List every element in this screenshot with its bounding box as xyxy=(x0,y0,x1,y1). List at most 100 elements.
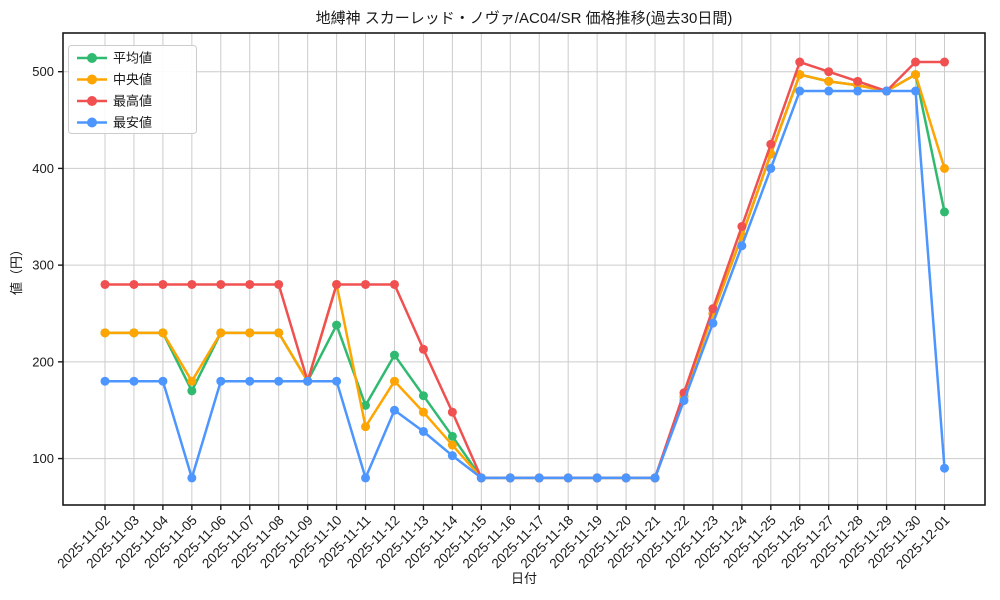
x-tick-labels: 2025-11-022025-11-032025-11-042025-11-05… xyxy=(54,512,952,572)
data-point xyxy=(361,279,371,289)
data-point xyxy=(361,422,371,432)
data-point xyxy=(650,473,660,483)
data-point xyxy=(824,76,834,86)
series-最安値 xyxy=(100,86,949,483)
legend-item: 中央値 xyxy=(77,72,152,87)
data-point xyxy=(129,376,139,386)
chart-title: 地縛神 スカーレッド・ノヴァ/AC04/SR 価格推移(過去30日間) xyxy=(316,9,733,27)
data-point xyxy=(795,70,805,80)
legend-label: 平均値 xyxy=(113,51,152,66)
legend-marker xyxy=(87,53,97,63)
data-point xyxy=(940,463,949,473)
plot-border xyxy=(62,32,986,506)
data-point xyxy=(187,386,197,396)
x-axis-label: 日付 xyxy=(511,571,537,586)
tick-marks xyxy=(58,70,946,510)
data-point xyxy=(332,376,342,386)
series-line xyxy=(103,89,946,480)
legend-marker xyxy=(87,117,97,128)
data-point xyxy=(418,391,428,401)
data-point xyxy=(303,376,313,386)
data-point xyxy=(795,86,805,96)
data-point xyxy=(274,328,284,338)
data-point xyxy=(216,376,226,386)
data-point xyxy=(129,328,139,338)
data-point xyxy=(940,207,949,217)
legend-label: 中央値 xyxy=(113,72,152,87)
data-point xyxy=(361,400,371,410)
data-point xyxy=(505,473,515,483)
y-axis-label: 値（円） xyxy=(9,243,24,295)
data-point xyxy=(158,328,168,338)
data-point xyxy=(447,440,457,450)
y-tick-label: 400 xyxy=(32,161,54,176)
data-point xyxy=(940,57,949,67)
data-point xyxy=(332,320,342,330)
series-最高値 xyxy=(100,57,949,483)
legend-label: 最安値 xyxy=(113,115,152,130)
data-point xyxy=(563,473,573,483)
data-point xyxy=(795,57,805,67)
data-point xyxy=(911,70,921,80)
data-point xyxy=(418,407,428,417)
legend-item: 最高値 xyxy=(77,94,152,109)
data-point xyxy=(187,376,197,386)
legend-item: 最安値 xyxy=(77,115,152,130)
data-point xyxy=(187,279,197,289)
data-point xyxy=(129,279,139,289)
data-point xyxy=(245,376,255,386)
data-point xyxy=(621,473,631,483)
data-point xyxy=(824,67,834,77)
y-tick-label: 100 xyxy=(32,451,54,466)
data-point xyxy=(389,405,399,415)
data-point xyxy=(447,431,457,441)
data-point xyxy=(708,304,718,314)
data-point xyxy=(274,279,284,289)
data-point xyxy=(100,376,110,386)
data-point xyxy=(389,376,399,386)
data-point xyxy=(332,279,342,289)
y-tick-labels: 100 200 300 400 500 xyxy=(32,64,54,466)
data-point xyxy=(853,76,863,86)
y-tick-label: 500 xyxy=(32,64,54,79)
data-point xyxy=(476,473,486,483)
data-point xyxy=(447,451,457,461)
data-point xyxy=(245,328,255,338)
legend-label: 最高値 xyxy=(113,94,152,109)
y-tick-label: 200 xyxy=(32,354,54,369)
data-point xyxy=(158,376,168,386)
data-series xyxy=(100,57,949,483)
data-point xyxy=(216,328,226,338)
data-point xyxy=(245,279,255,289)
data-point xyxy=(911,57,921,67)
data-point xyxy=(100,328,110,338)
data-point xyxy=(216,279,226,289)
data-point xyxy=(766,139,776,149)
data-point xyxy=(187,473,197,483)
data-point xyxy=(737,241,747,251)
data-point xyxy=(708,318,718,328)
legend-marker xyxy=(87,96,97,106)
y-tick-label: 300 xyxy=(32,258,54,273)
data-point xyxy=(679,396,689,406)
data-point xyxy=(824,86,834,96)
data-point xyxy=(274,376,284,386)
legend-marker xyxy=(87,74,97,85)
data-point xyxy=(158,279,168,289)
data-point xyxy=(447,407,457,417)
data-point xyxy=(766,163,776,173)
data-point xyxy=(100,279,110,289)
data-point xyxy=(534,473,544,483)
legend-box xyxy=(68,45,197,134)
data-point xyxy=(940,163,949,173)
data-point xyxy=(389,350,399,360)
data-point xyxy=(592,473,602,483)
data-point xyxy=(418,426,428,436)
data-point xyxy=(911,86,921,96)
data-point xyxy=(882,86,892,96)
data-point xyxy=(853,86,863,96)
data-point xyxy=(361,473,371,483)
